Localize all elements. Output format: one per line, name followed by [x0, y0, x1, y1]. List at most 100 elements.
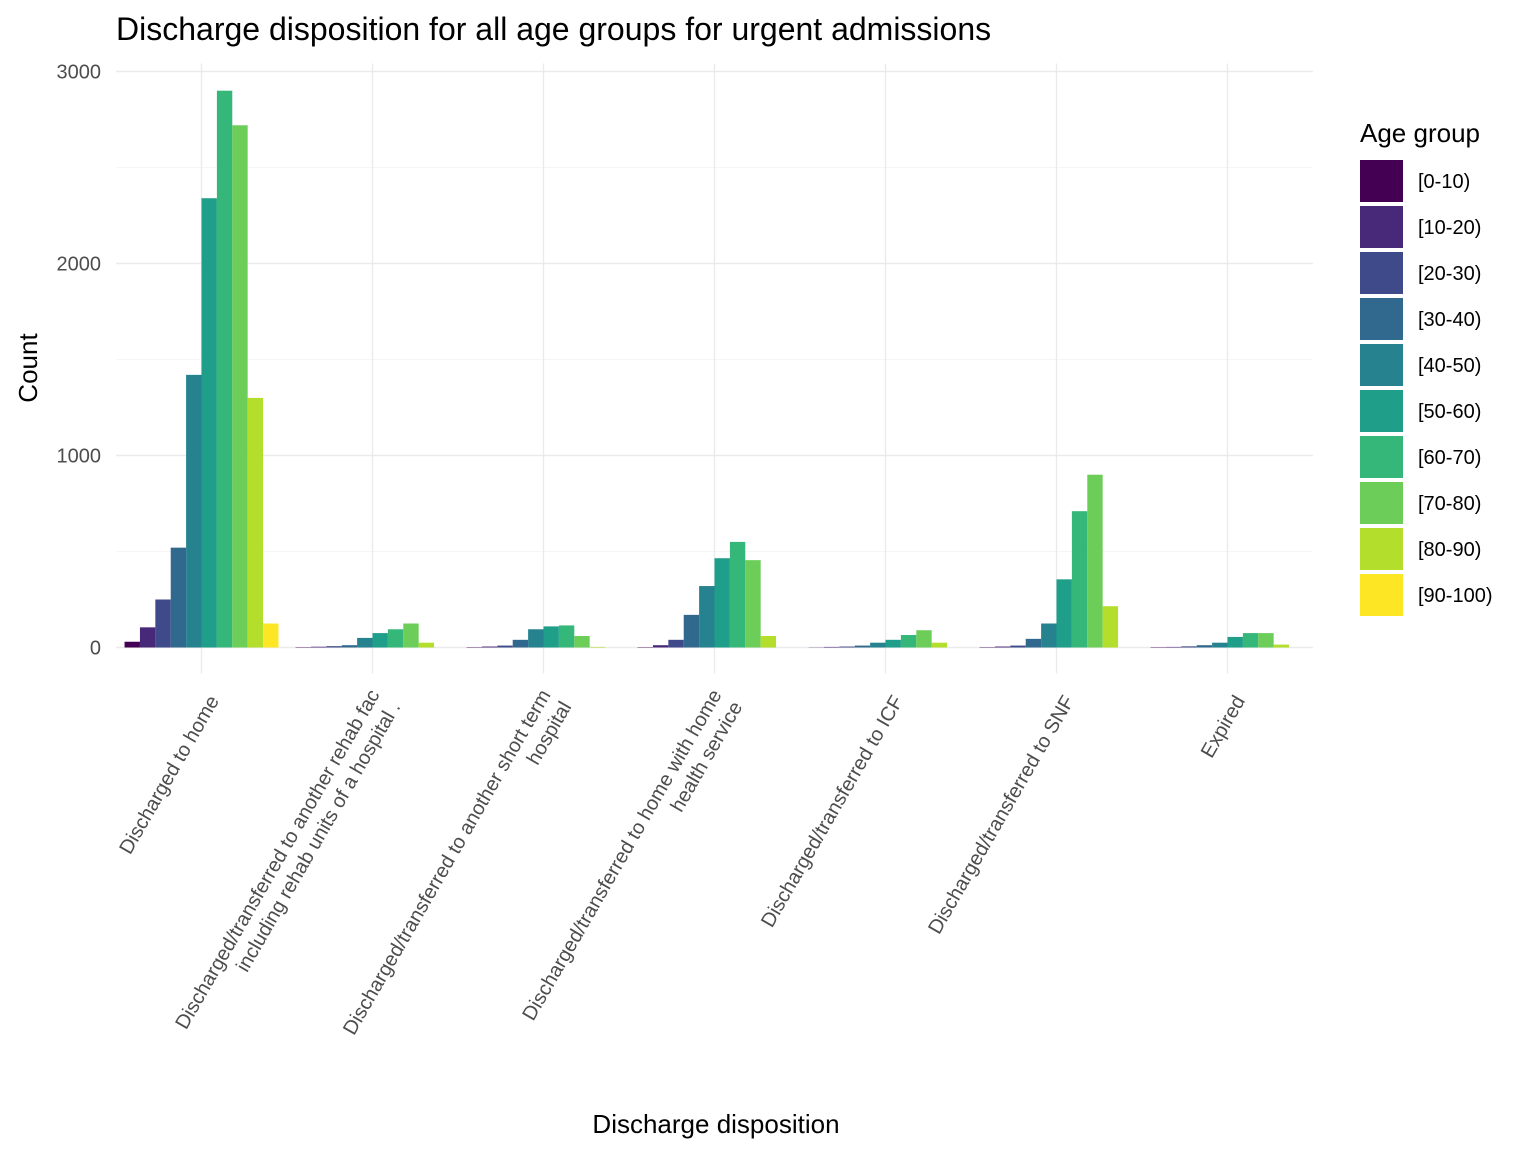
- bar-20-30-cat-4: [668, 639, 684, 648]
- legend-key-90-100: [1360, 574, 1403, 616]
- bar-40-50-cat-4: [699, 586, 715, 648]
- bar-50-60-cat-7: [1227, 636, 1243, 648]
- bar-30-40-cat-6: [1025, 638, 1042, 648]
- bar-10-20-cat-6: [994, 646, 1011, 648]
- bar-60-70-cat-3: [558, 625, 575, 648]
- legend-label-50-60: [50-60): [1418, 401, 1481, 423]
- legend-key-10-20: [1360, 206, 1403, 248]
- bar-20-30-cat-6: [1010, 645, 1026, 648]
- bar-80-90-cat-2: [418, 642, 435, 648]
- bar-10-20-cat-2: [310, 646, 327, 648]
- legend-key-50-60: [1360, 390, 1403, 432]
- legend: Age group [0-10) [10-20) [20-30) [30-40) [40…: [1360, 118, 1493, 616]
- x-tick-label-line: Discharged/transferred to ICF: [757, 692, 908, 931]
- bar-30-40-cat-1: [170, 547, 187, 648]
- bar-20-30-cat-3: [497, 645, 513, 648]
- bar-20-30-cat-5: [839, 646, 855, 648]
- bar-70-80-cat-7: [1258, 633, 1274, 648]
- bar-50-60-cat-4: [714, 558, 730, 648]
- bar-60-70-cat-2: [387, 629, 404, 648]
- bar-70-80-cat-3: [574, 635, 590, 648]
- bar-50-60-cat-6: [1056, 579, 1072, 648]
- gridlines: [116, 63, 1313, 674]
- legend-title: Age group: [1360, 118, 1480, 148]
- bar-10-20-cat-5: [823, 646, 840, 648]
- bar-50-60-cat-1: [201, 198, 217, 648]
- bar-50-60-cat-3: [543, 626, 559, 648]
- legend-label-0-10: [0-10): [1418, 171, 1470, 193]
- bar-20-30-cat-7: [1181, 646, 1197, 648]
- bar-80-90-cat-6: [1102, 606, 1119, 648]
- bar-80-90-cat-7: [1273, 644, 1290, 648]
- bar-80-90-cat-4: [760, 635, 777, 648]
- x-tick-label: Discharged/transferred to ICF: [757, 692, 908, 931]
- y-tick-label: 3000: [57, 62, 102, 84]
- y-tick-label: 2000: [57, 254, 102, 276]
- x-axis-ticks: Discharged to home Discharged/transferred…: [115, 686, 1250, 1039]
- legend-label-40-50: [40-50): [1418, 355, 1481, 377]
- bar-30-40-cat-2: [341, 645, 358, 648]
- bar-0-10-cat-1: [124, 641, 140, 648]
- x-tick-label-line: Discharged/transferred to SNF: [924, 692, 1079, 938]
- legend-key-70-80: [1360, 482, 1403, 524]
- legend-key-20-30: [1360, 252, 1403, 294]
- bar-30-40-cat-4: [683, 614, 700, 648]
- bar-70-80-cat-6: [1087, 474, 1103, 648]
- bar-80-90-cat-1: [247, 397, 264, 648]
- bar-10-20-cat-4: [652, 645, 669, 648]
- bar-60-70-cat-7: [1242, 633, 1259, 648]
- bar-20-30-cat-1: [155, 599, 171, 648]
- legend-key-40-50: [1360, 344, 1403, 386]
- bar-80-90-cat-3: [589, 646, 606, 648]
- bar-40-50-cat-3: [528, 629, 544, 648]
- y-tick-label: 0: [90, 638, 101, 660]
- x-axis-title: Discharge disposition: [592, 1109, 839, 1139]
- legend-label-70-80: [70-80): [1418, 493, 1481, 515]
- y-axis-ticks: 0 1000 2000 3000: [57, 62, 102, 660]
- bar-30-40-cat-3: [512, 639, 529, 648]
- bar-10-20-cat-3: [481, 646, 498, 648]
- legend-label-60-70: [60-70): [1418, 447, 1481, 469]
- bar-60-70-cat-6: [1071, 511, 1088, 648]
- bar-20-30-cat-2: [326, 646, 342, 648]
- bar-70-80-cat-1: [232, 125, 248, 648]
- legend-label-20-30: [20-30): [1418, 263, 1481, 285]
- bar-60-70-cat-1: [216, 90, 233, 648]
- x-tick-label-line: Expired: [1197, 692, 1250, 762]
- bar-30-40-cat-7: [1196, 645, 1213, 648]
- bar-60-70-cat-4: [729, 541, 746, 648]
- legend-label-90-100: [90-100): [1418, 585, 1493, 607]
- x-tick-label: Expired: [1197, 692, 1250, 762]
- bar-10-20-cat-1: [139, 627, 156, 648]
- y-tick-label: 1000: [57, 446, 102, 468]
- chart-title: Discharge disposition for all age groups…: [116, 11, 991, 47]
- x-tick-label-line: including rehab units of a hospital .: [232, 698, 405, 976]
- bar-70-80-cat-2: [403, 623, 419, 648]
- bar-40-50-cat-5: [870, 642, 886, 648]
- bar-80-90-cat-5: [931, 642, 948, 648]
- legend-label-30-40: [30-40): [1418, 309, 1481, 331]
- legend-key-60-70: [1360, 436, 1403, 478]
- bar-10-20-cat-7: [1165, 646, 1182, 648]
- bar-70-80-cat-4: [745, 560, 761, 648]
- legend-key-80-90: [1360, 528, 1403, 570]
- bar-40-50-cat-7: [1212, 642, 1228, 648]
- y-axis-title: Count: [13, 333, 43, 403]
- legend-label-80-90: [80-90): [1418, 539, 1481, 561]
- x-tick-label: Discharged to home: [115, 692, 224, 858]
- bar-60-70-cat-5: [900, 635, 917, 648]
- bar-50-60-cat-2: [372, 633, 388, 648]
- bar-70-80-cat-5: [916, 630, 932, 648]
- legend-key-30-40: [1360, 298, 1403, 340]
- bar-40-50-cat-2: [357, 637, 373, 648]
- bar-40-50-cat-6: [1041, 623, 1057, 648]
- legend-key-0-10: [1360, 160, 1403, 202]
- x-tick-label-line: Discharged to home: [115, 692, 224, 858]
- bars: [124, 90, 1290, 648]
- legend-label-10-20: [10-20): [1418, 217, 1481, 239]
- bar-30-40-cat-5: [854, 645, 871, 648]
- bar-40-50-cat-1: [186, 374, 202, 648]
- x-tick-label: Discharged/transferred to SNF: [924, 692, 1079, 938]
- bar-90-100-cat-1: [263, 623, 279, 648]
